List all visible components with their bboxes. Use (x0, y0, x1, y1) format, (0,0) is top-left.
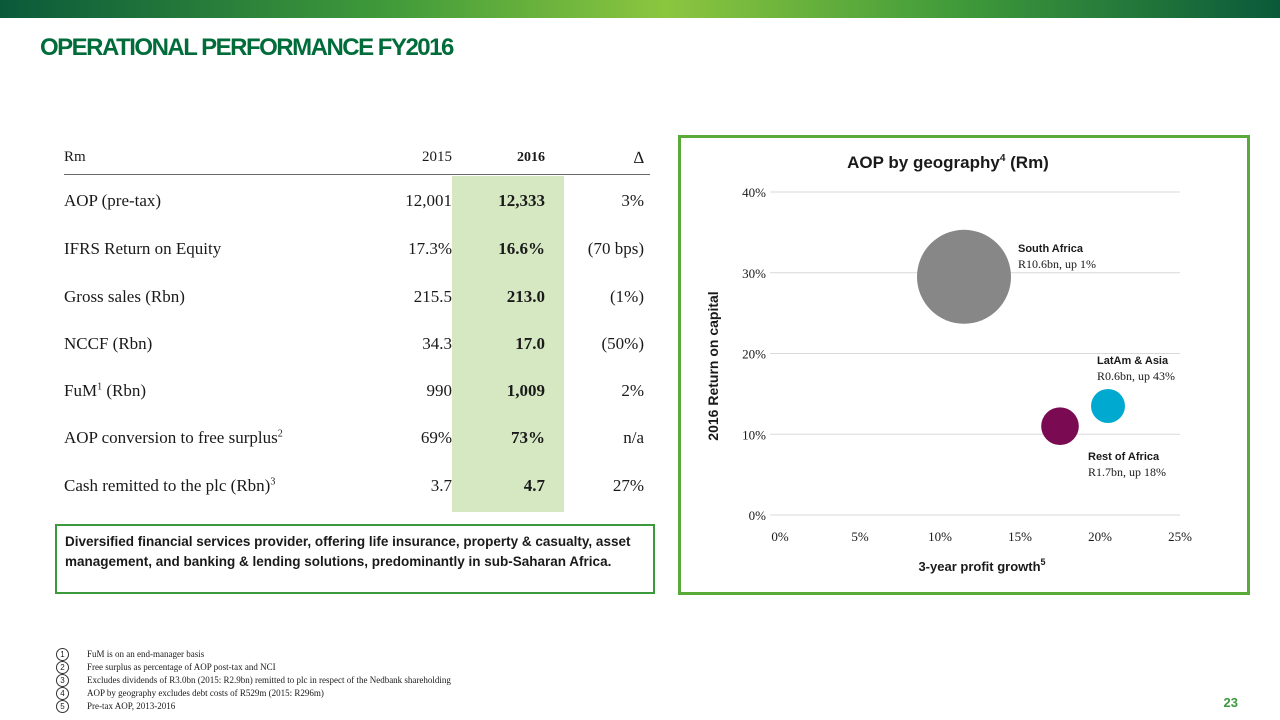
x-tick-label: 20% (1088, 529, 1112, 544)
page-title: OPERATIONAL PERFORMANCE FY2016 (40, 34, 454, 61)
table-header: Rm 2015 2016 ∆ (64, 142, 650, 175)
table-row: Gross sales (Rbn) 215.5 213.0 (1%) (64, 287, 650, 317)
company-description-note: Diversified financial services provider,… (55, 524, 655, 594)
row-value-2016: 73% (511, 428, 545, 447)
row-delta: (1%) (610, 287, 644, 306)
x-tick-label: 15% (1008, 529, 1032, 544)
row-value-2015: 990 (426, 381, 453, 400)
row-value-2015: 215.5 (413, 287, 452, 306)
row-value-2016: 12,333 (498, 191, 545, 210)
table-row: NCCF (Rbn) 34.3 17.0 (50%) (64, 334, 650, 364)
bubble-detail-latam-asia: R0.6bn, up 43% (1097, 369, 1175, 383)
y-tick-label: 0% (749, 508, 767, 523)
footnote: 3 Excludes dividends of R3.0bn (2015: R2.… (56, 674, 451, 687)
x-tick-label: 0% (771, 529, 789, 544)
footnote: 4 AOP by geography excludes debt costs of… (56, 687, 324, 700)
y-tick-label: 20% (742, 347, 766, 362)
x-tick-label: 5% (851, 529, 869, 544)
footnote: 5 Pre-tax AOP, 2013-2016 (56, 700, 175, 713)
row-delta: (50%) (601, 334, 644, 353)
bubble-detail-south-africa: R10.6bn, up 1% (1018, 257, 1096, 271)
header-delta: ∆ (633, 148, 644, 167)
row-label: Cash remitted to the plc (Rbn)3 (64, 476, 276, 495)
chart-frame (678, 135, 1250, 595)
chart-title: AOP by geography4 (Rm) (847, 153, 1049, 172)
row-label: NCCF (Rbn) (64, 334, 153, 353)
y-tick-label: 40% (742, 185, 766, 200)
row-value-2016: 1,009 (506, 381, 545, 400)
row-label: AOP (pre-tax) (64, 191, 162, 210)
row-value-2016: 213.0 (506, 287, 545, 306)
row-delta: 2% (621, 381, 644, 400)
header-unit: Rm (64, 149, 86, 165)
table-row: AOP (pre-tax) 12,001 12,333 3% (64, 191, 650, 221)
row-delta: 27% (612, 476, 644, 495)
row-label: Gross sales (Rbn) (64, 287, 185, 306)
footnote: 1 FuM is on an end-manager basis (56, 648, 204, 661)
row-value-2015: 17.3% (408, 239, 452, 258)
row-value-2016: 4.7 (523, 476, 545, 495)
bubble-label-latam-asia: LatAm & Asia (1097, 355, 1169, 367)
table-row: IFRS Return on Equity 17.3% 16.6% (70 bp… (64, 239, 650, 269)
x-tick-label: 25% (1168, 529, 1192, 544)
y-axis-label: 2016 Return on capital (705, 291, 721, 440)
row-label: FuM1 (Rbn) (64, 381, 146, 400)
x-tick-label: 10% (928, 529, 952, 544)
bubble-label-south-africa: South Africa (1018, 243, 1084, 255)
bubble-latam-asia (1091, 388, 1125, 423)
header-2016: 2016 (517, 150, 545, 165)
header-2015: 2015 (422, 149, 452, 165)
row-delta: n/a (623, 428, 644, 447)
x-axis-label: 3-year profit growth5 (918, 557, 1045, 574)
top-gradient-bar (0, 0, 1280, 18)
row-delta: (70 bps) (587, 239, 644, 258)
bubble-detail-rest-of-africa: R1.7bn, up 18% (1088, 465, 1166, 479)
page-number: 23 (1223, 695, 1238, 710)
row-value-2016: 17.0 (515, 334, 545, 353)
highlight-2016-column (452, 176, 564, 512)
y-tick-label: 10% (742, 427, 766, 442)
row-value-2015: 34.3 (422, 334, 452, 353)
row-value-2016: 16.6% (498, 239, 545, 258)
row-value-2015: 69% (420, 428, 452, 447)
bubbles (917, 229, 1125, 445)
y-tick-label: 30% (742, 266, 766, 281)
table-row: FuM1 (Rbn) 990 1,009 2% (64, 381, 650, 411)
bubble-rest-of-africa (1041, 407, 1079, 445)
table-row: AOP conversion to free surplus2 69% 73% … (64, 428, 650, 458)
row-delta: 3% (621, 191, 644, 210)
row-label: IFRS Return on Equity (64, 239, 222, 258)
footnote: 2 Free surplus as percentage of AOP post-… (56, 661, 276, 674)
y-axis-ticks: 0% 10% 20% 30% 40% (742, 185, 766, 523)
bubble-south-africa (917, 229, 1011, 324)
row-value-2015: 12,001 (405, 191, 452, 210)
x-axis-ticks: 0% 5% 10% 15% 20% 25% (771, 529, 1192, 544)
bubble-label-rest-of-africa: Rest of Africa (1088, 451, 1160, 463)
table-row: Cash remitted to the plc (Rbn)3 3.7 4.7 … (64, 476, 650, 506)
row-value-2015: 3.7 (430, 476, 452, 495)
row-label: AOP conversion to free surplus2 (64, 428, 283, 447)
